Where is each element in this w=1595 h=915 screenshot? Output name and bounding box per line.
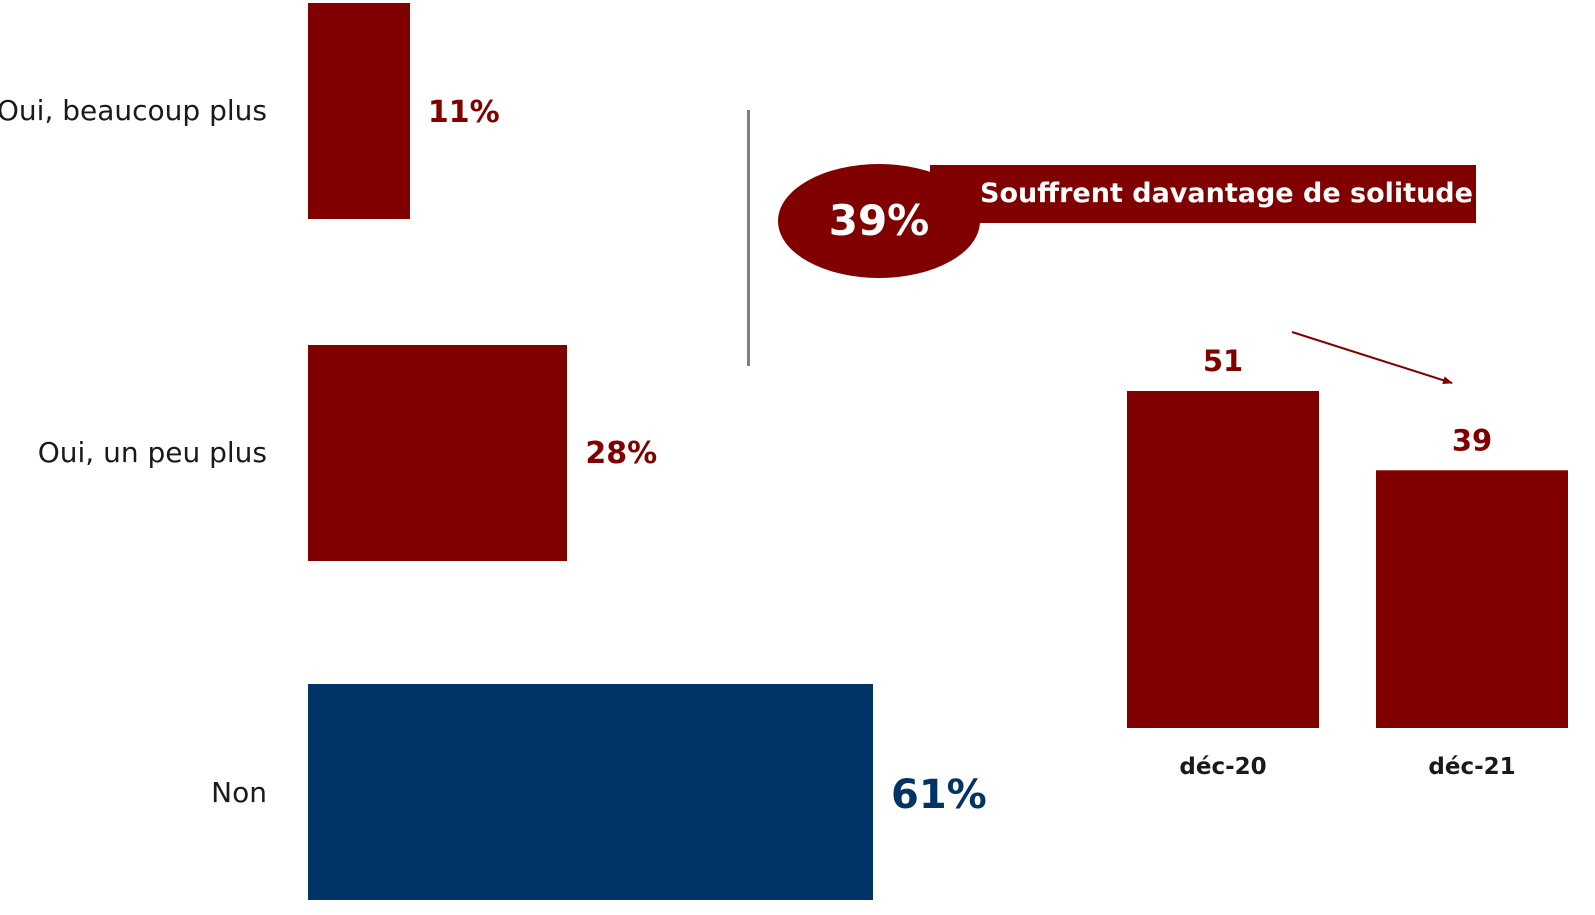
callout-value: 39% [828,196,930,245]
vbar-category-label: déc-20 [1179,754,1266,780]
callout-ellipse [778,164,980,278]
divider-line [747,110,750,366]
category-label-oui-beaucoup-plus: Oui, beaucoup plus [0,94,267,127]
callout-text: Souffrent davantage de solitude [980,178,1473,209]
bar-oui-beaucoup-plus [308,3,410,219]
callout-band [930,165,1476,223]
vbar-value-label: 51 [1203,344,1243,378]
category-label-non: Non [211,776,267,809]
value-label-non: 61% [891,772,987,818]
bar-oui-un-peu-plus [308,345,568,561]
trend-arrow-icon [1291,331,1453,385]
value-label-oui-un-peu-plus: 28% [585,436,658,471]
value-label-oui-beaucoup-plus: 11% [427,95,500,130]
category-label-oui-un-peu-plus: Oui, un peu plus [37,436,267,469]
vbar-déc-20 [1127,391,1319,728]
vbar-déc-21 [1376,470,1568,728]
vertical-bar-chart: 51 déc-20 39 déc-21 [1127,331,1568,780]
bar-non [308,684,873,900]
vbar-value-label: 39 [1452,423,1492,457]
vbar-category-label: déc-21 [1428,754,1515,780]
